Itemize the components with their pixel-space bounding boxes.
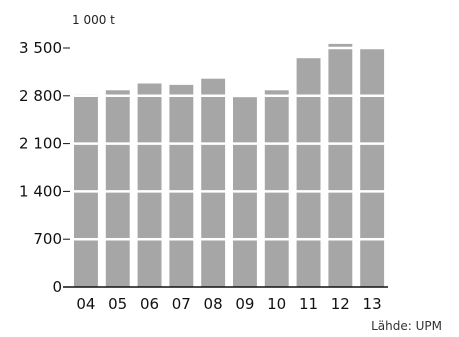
- x-tick-label-08: 08: [204, 295, 223, 313]
- x-tick-label-05: 05: [108, 295, 127, 313]
- bar-11: [296, 58, 321, 288]
- bar-05: [105, 90, 130, 287]
- y-tick-label-700: 700: [33, 230, 62, 248]
- x-tick-label-13: 13: [363, 295, 382, 313]
- bar-06: [137, 83, 162, 287]
- y-axis-ticks: 0 700 1 400 2 100 2 800 3 500: [19, 39, 70, 296]
- bar-10: [264, 90, 289, 287]
- y-tick-label-1400: 1 400: [19, 182, 62, 200]
- source-label: Lähde: UPM: [371, 319, 442, 333]
- x-tick-label-09: 09: [235, 295, 254, 313]
- x-axis-labels: 04 05 06 07 08 09 10 11 12 13: [76, 295, 381, 313]
- x-tick-label-11: 11: [299, 295, 318, 313]
- bars-group: [74, 43, 385, 288]
- bar-13: [360, 47, 385, 287]
- bar-08: [201, 78, 226, 287]
- gridlines: [70, 46, 388, 241]
- x-tick-label-04: 04: [76, 295, 95, 313]
- x-tick-label-10: 10: [267, 295, 286, 313]
- x-tick-label-12: 12: [331, 295, 350, 313]
- y-tick-label-2800: 2 800: [19, 87, 62, 105]
- bar-07: [169, 84, 194, 288]
- y-tick-label-2100: 2 100: [19, 135, 62, 153]
- x-tick-label-06: 06: [140, 295, 159, 313]
- y-tick-label-0: 0: [52, 278, 62, 296]
- unit-label: 1 000 t: [72, 13, 115, 27]
- bar-12: [328, 43, 353, 288]
- y-tick-label-3500: 3 500: [19, 39, 62, 57]
- x-tick-label-07: 07: [172, 295, 191, 313]
